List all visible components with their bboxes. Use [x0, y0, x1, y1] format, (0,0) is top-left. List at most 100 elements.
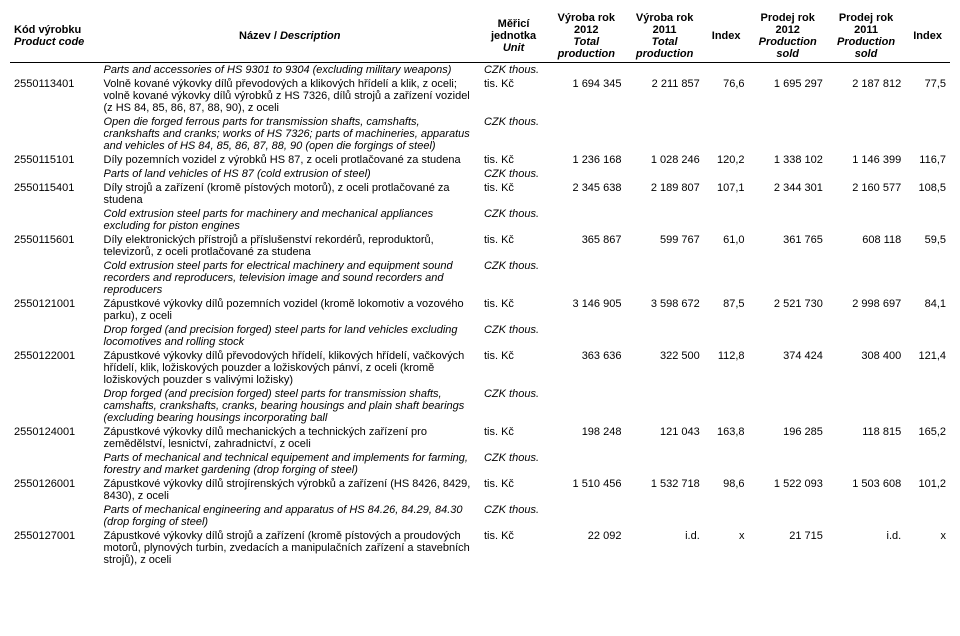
- table-row: Cold extrusion steel parts for machinery…: [10, 207, 950, 233]
- cell-unit: tis. Kč: [480, 529, 547, 567]
- col-index2: Index: [905, 10, 950, 63]
- sold2012-en: Production sold: [759, 36, 817, 60]
- cell-s2012: 1 522 093: [749, 477, 827, 503]
- unit-en: Unit: [503, 42, 524, 54]
- cell-p2011: [625, 167, 703, 181]
- cell-i2: 59,5: [905, 233, 950, 259]
- table-row: 2550115601Díly elektronických přístrojů …: [10, 233, 950, 259]
- cell-i1: 98,6: [704, 477, 749, 503]
- cell-unit: CZK thous.: [480, 323, 547, 349]
- cell-p2011: 121 043: [625, 425, 703, 451]
- cell-desc-cz: Zápustkové výkovky dílů strojů a zařízen…: [100, 529, 480, 567]
- cell-p2012: [547, 167, 625, 181]
- col-index1: Index: [704, 10, 749, 63]
- cell-code: 2550115401: [10, 181, 100, 207]
- cell-i1: [704, 503, 749, 529]
- cell-unit: CZK thous.: [480, 115, 547, 153]
- cell-desc-en: Parts of mechanical and technical equipe…: [100, 451, 480, 477]
- cell-s2012: [749, 167, 827, 181]
- cell-i2: [905, 503, 950, 529]
- cell-i1: 163,8: [704, 425, 749, 451]
- cell-s2012: [749, 503, 827, 529]
- cell-i1: 76,6: [704, 77, 749, 115]
- cell-s2012: 361 765: [749, 233, 827, 259]
- cell-i2: x: [905, 529, 950, 567]
- cell-p2012: 1 510 456: [547, 477, 625, 503]
- cell-s2011: i.d.: [827, 529, 905, 567]
- sold2011-cz: Prodej rok 2011: [839, 12, 893, 36]
- cell-i2: 116,7: [905, 153, 950, 167]
- cell-s2011: 2 187 812: [827, 77, 905, 115]
- cell-p2011: [625, 323, 703, 349]
- cell-i2: [905, 207, 950, 233]
- table-row: Cold extrusion steel parts for electrica…: [10, 259, 950, 297]
- cell-p2012: 2 345 638: [547, 181, 625, 207]
- cell-i1: [704, 451, 749, 477]
- cell-unit: CZK thous.: [480, 259, 547, 297]
- cell-p2011: 1 028 246: [625, 153, 703, 167]
- col-sold2011: Prodej rok 2011 Production sold: [827, 10, 905, 63]
- table-row: 2550127001Zápustkové výkovky dílů strojů…: [10, 529, 950, 567]
- cell-s2011: [827, 323, 905, 349]
- cell-p2011: [625, 259, 703, 297]
- cell-i1: [704, 63, 749, 78]
- cell-p2012: 1 236 168: [547, 153, 625, 167]
- cell-i1: 120,2: [704, 153, 749, 167]
- cell-p2011: [625, 207, 703, 233]
- cell-i2: [905, 259, 950, 297]
- cell-desc-cz: Zápustkové výkovky dílů pozemních vozide…: [100, 297, 480, 323]
- cell-p2011: [625, 451, 703, 477]
- code-en: Product code: [14, 36, 84, 48]
- cell-code: [10, 207, 100, 233]
- table-row: 2550124001Zápustkové výkovky dílů mechan…: [10, 425, 950, 451]
- cell-p2011: i.d.: [625, 529, 703, 567]
- cell-desc-en: Open die forged ferrous parts for transm…: [100, 115, 480, 153]
- cell-unit: CZK thous.: [480, 207, 547, 233]
- cell-desc-cz: Zápustkové výkovky dílů převodových hříd…: [100, 349, 480, 387]
- cell-s2012: 374 424: [749, 349, 827, 387]
- table-row: Drop forged (and precision forged) steel…: [10, 387, 950, 425]
- table-row: 2550126001Zápustkové výkovky dílů strojí…: [10, 477, 950, 503]
- unit-cz2: jednotka: [491, 30, 536, 42]
- cell-p2011: [625, 115, 703, 153]
- cell-s2012: 1 695 297: [749, 77, 827, 115]
- cell-p2011: 322 500: [625, 349, 703, 387]
- cell-i2: 77,5: [905, 77, 950, 115]
- cell-p2011: 599 767: [625, 233, 703, 259]
- table-row: Drop forged (and precision forged) steel…: [10, 323, 950, 349]
- cell-desc-en: Parts of mechanical engineering and appa…: [100, 503, 480, 529]
- cell-p2011: 1 532 718: [625, 477, 703, 503]
- cell-code: [10, 451, 100, 477]
- cell-p2012: 198 248: [547, 425, 625, 451]
- cell-s2012: 2 344 301: [749, 181, 827, 207]
- cell-code: [10, 323, 100, 349]
- cell-i1: 61,0: [704, 233, 749, 259]
- cell-p2012: 22 092: [547, 529, 625, 567]
- cell-i1: 107,1: [704, 181, 749, 207]
- cell-unit: CZK thous.: [480, 451, 547, 477]
- cell-i1: x: [704, 529, 749, 567]
- cell-s2011: [827, 387, 905, 425]
- cell-desc-cz: Volně kované výkovky dílů převodových a …: [100, 77, 480, 115]
- cell-s2011: [827, 63, 905, 78]
- cell-desc-cz: Zápustkové výkovky dílů mechanických a t…: [100, 425, 480, 451]
- table-body: Parts and accessories of HS 9301 to 9304…: [10, 63, 950, 568]
- cell-desc-en: Cold extrusion steel parts for electrica…: [100, 259, 480, 297]
- cell-unit: tis. Kč: [480, 297, 547, 323]
- cell-s2011: 1 146 399: [827, 153, 905, 167]
- cell-p2012: [547, 259, 625, 297]
- cell-s2012: [749, 207, 827, 233]
- cell-i2: [905, 451, 950, 477]
- cell-code: 2550115601: [10, 233, 100, 259]
- cell-p2011: [625, 503, 703, 529]
- cell-p2012: [547, 115, 625, 153]
- table-row: 2550122001Zápustkové výkovky dílů převod…: [10, 349, 950, 387]
- cell-desc-en: Drop forged (and precision forged) steel…: [100, 387, 480, 425]
- cell-i1: [704, 207, 749, 233]
- prod2012-cz: Výroba rok 2012: [558, 12, 615, 36]
- cell-s2011: 2 160 577: [827, 181, 905, 207]
- cell-desc-en: Parts of land vehicles of HS 87 (cold ex…: [100, 167, 480, 181]
- cell-code: [10, 167, 100, 181]
- cell-p2011: 2 189 807: [625, 181, 703, 207]
- col-prod2012: Výroba rok 2012 Total production: [547, 10, 625, 63]
